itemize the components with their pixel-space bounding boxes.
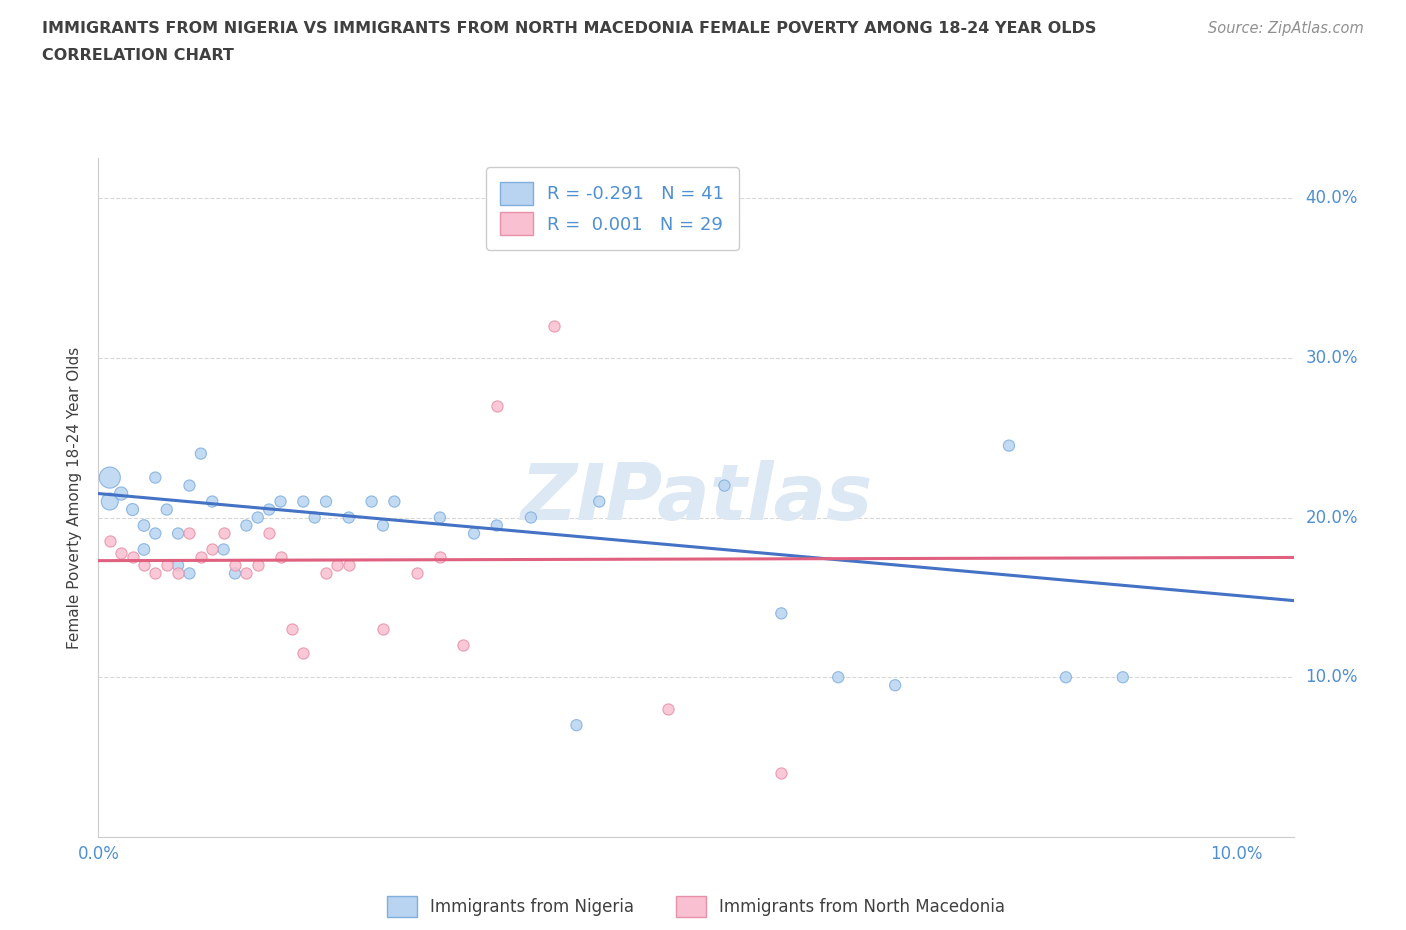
Point [235, 518, 257, 533]
Point [132, 542, 155, 557]
Point [485, 398, 508, 413]
Point [143, 566, 166, 581]
Point [827, 670, 849, 684]
Point [451, 638, 474, 653]
Text: IMMIGRANTS FROM NIGERIA VS IMMIGRANTS FROM NORTH MACEDONIA FEMALE POVERTY AMONG : IMMIGRANTS FROM NIGERIA VS IMMIGRANTS FR… [42, 21, 1097, 36]
Text: CORRELATION CHART: CORRELATION CHART [42, 48, 233, 63]
Point [485, 518, 508, 533]
Point [998, 438, 1021, 453]
Point [98, 471, 121, 485]
Point [190, 446, 212, 461]
Point [224, 558, 246, 573]
Point [382, 494, 405, 509]
Point [257, 502, 280, 517]
Point [337, 558, 360, 573]
Point [235, 566, 257, 581]
Point [543, 318, 565, 333]
Point [520, 510, 543, 525]
Point [463, 526, 485, 541]
Point [292, 645, 315, 660]
Text: 40.0%: 40.0% [1305, 189, 1358, 207]
Point [304, 510, 326, 525]
Point [110, 486, 132, 501]
Point [179, 478, 201, 493]
Text: Source: ZipAtlas.com: Source: ZipAtlas.com [1208, 21, 1364, 36]
Point [132, 558, 155, 573]
Point [156, 502, 179, 517]
Point [588, 494, 610, 509]
Point [770, 765, 793, 780]
Point [167, 526, 190, 541]
Point [1112, 670, 1135, 684]
Point [246, 558, 269, 573]
Point [156, 558, 179, 573]
Point [770, 606, 793, 621]
Point [121, 550, 143, 565]
Point [713, 478, 735, 493]
Point [565, 718, 588, 733]
Point [257, 526, 280, 541]
Point [371, 622, 394, 637]
Point [884, 678, 907, 693]
Point [429, 510, 451, 525]
Point [360, 494, 382, 509]
Point [212, 542, 235, 557]
Point [246, 510, 269, 525]
Point [212, 526, 235, 541]
Point [98, 494, 121, 509]
Point [201, 542, 224, 557]
Point [371, 518, 394, 533]
Point [270, 494, 292, 509]
Point [657, 702, 679, 717]
Point [121, 502, 143, 517]
Point [315, 566, 337, 581]
Y-axis label: Female Poverty Among 18-24 Year Olds: Female Poverty Among 18-24 Year Olds [67, 347, 83, 649]
Point [406, 566, 429, 581]
Point [315, 494, 337, 509]
Point [281, 622, 304, 637]
Legend: Immigrants from Nigeria, Immigrants from North Macedonia: Immigrants from Nigeria, Immigrants from… [380, 889, 1012, 923]
Point [337, 510, 360, 525]
Point [201, 494, 224, 509]
Point [167, 558, 190, 573]
Point [429, 550, 451, 565]
Point [167, 566, 190, 581]
Point [98, 534, 121, 549]
Point [326, 558, 349, 573]
Text: ZIPatlas: ZIPatlas [520, 459, 872, 536]
Point [143, 471, 166, 485]
Point [1054, 670, 1077, 684]
Point [132, 518, 155, 533]
Point [143, 526, 166, 541]
Text: 10.0%: 10.0% [1305, 669, 1358, 686]
Point [292, 494, 315, 509]
Text: 20.0%: 20.0% [1305, 509, 1358, 526]
Point [270, 550, 292, 565]
Point [190, 550, 212, 565]
Text: 30.0%: 30.0% [1305, 349, 1358, 366]
Point [224, 566, 246, 581]
Point [179, 566, 201, 581]
Point [179, 526, 201, 541]
Point [110, 545, 132, 560]
